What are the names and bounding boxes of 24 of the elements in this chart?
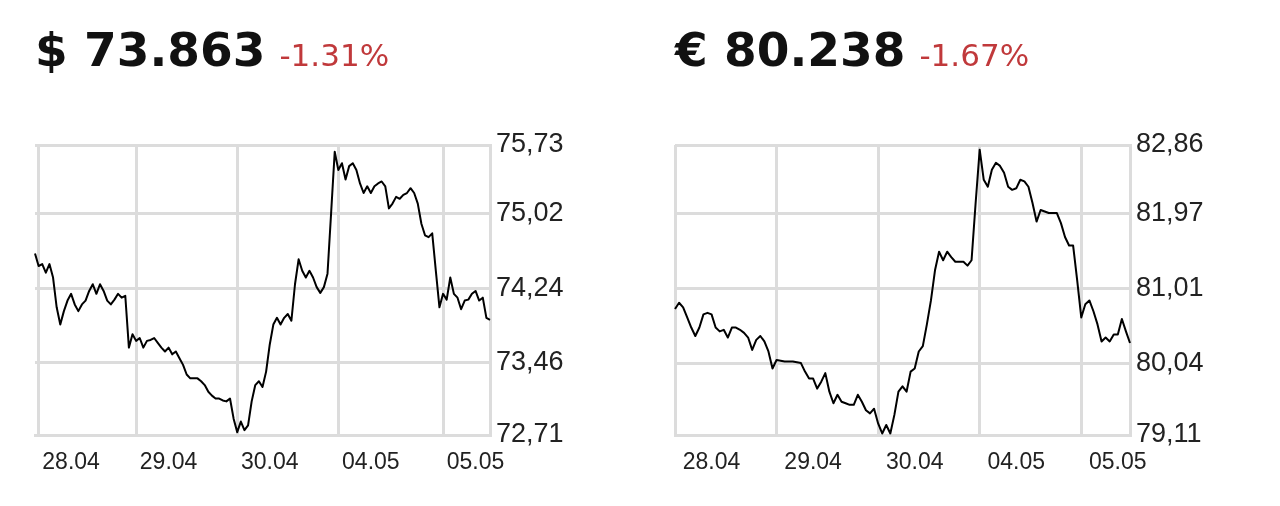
x-tick-label: 29.04 <box>139 448 198 475</box>
y-tick-label: 75,73 <box>496 128 564 159</box>
x-tick-label: 28.04 <box>42 448 101 475</box>
x-tick-label: 28.04 <box>682 448 741 475</box>
y-tick-label: 73,46 <box>496 346 564 377</box>
y-tick-label: 75,02 <box>496 196 564 227</box>
y-tick-label: 79,11 <box>1136 418 1202 449</box>
x-tick-label: 30.04 <box>240 448 299 475</box>
y-tick-label: 74,24 <box>496 271 564 302</box>
x-tick-label: 29.04 <box>784 448 843 475</box>
chart-title: $ 73.863 <box>35 22 266 77</box>
chart-subtitle: -1.31% <box>279 37 390 73</box>
y-tick-label: 80,04 <box>1136 346 1204 377</box>
x-tick-label: 05.05 <box>1089 448 1147 475</box>
chart-title: € 80.238 <box>675 22 906 77</box>
x-tick-label: 30.04 <box>885 448 944 475</box>
y-tick-label: 82,86 <box>1136 128 1204 159</box>
chart-subtitle: -1.67% <box>919 37 1030 73</box>
x-tick-label: 04.05 <box>987 448 1046 475</box>
y-tick-label: 72,71 <box>496 418 564 449</box>
x-tick-label: 05.05 <box>446 448 505 475</box>
y-tick-label: 81,97 <box>1136 197 1204 228</box>
y-tick-label: 81,01 <box>1136 271 1204 302</box>
x-tick-label: 04.05 <box>342 448 400 475</box>
